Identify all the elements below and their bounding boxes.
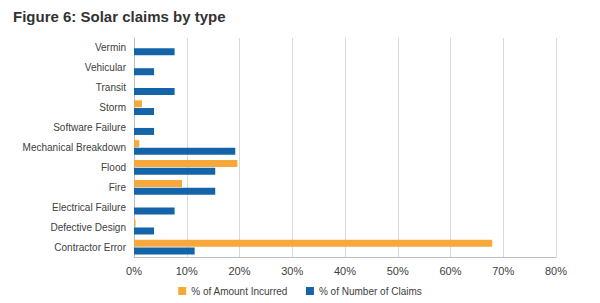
svg-text:Contractor Error: Contractor Error [54,242,126,253]
svg-text:% of Amount Incurred: % of Amount Incurred [191,286,287,297]
svg-text:60%: 60% [439,265,461,277]
svg-text:30%: 30% [281,265,303,277]
svg-text:Mechanical Breakdown: Mechanical Breakdown [23,142,126,153]
svg-text:Software Failure: Software Failure [53,122,126,133]
svg-text:0%: 0% [126,265,142,277]
svg-text:Figure 6: Solar claims by type: Figure 6: Solar claims by type [13,8,226,25]
svg-text:Electrical Failure: Electrical Failure [52,202,126,213]
svg-text:Fire: Fire [109,182,127,193]
svg-text:Flood: Flood [101,162,126,173]
svg-text:Defective Design: Defective Design [50,222,126,233]
svg-text:Vehicular: Vehicular [85,62,127,73]
svg-text:40%: 40% [334,265,356,277]
svg-text:70%: 70% [492,265,514,277]
svg-text:20%: 20% [228,265,250,277]
svg-text:% of Number of Claims: % of Number of Claims [319,286,422,297]
svg-text:Storm: Storm [99,102,126,113]
svg-text:50%: 50% [387,265,409,277]
svg-text:Transit: Transit [96,82,126,93]
svg-text:Vermin: Vermin [95,42,126,53]
svg-text:80%: 80% [545,265,567,277]
svg-text:10%: 10% [176,265,198,277]
